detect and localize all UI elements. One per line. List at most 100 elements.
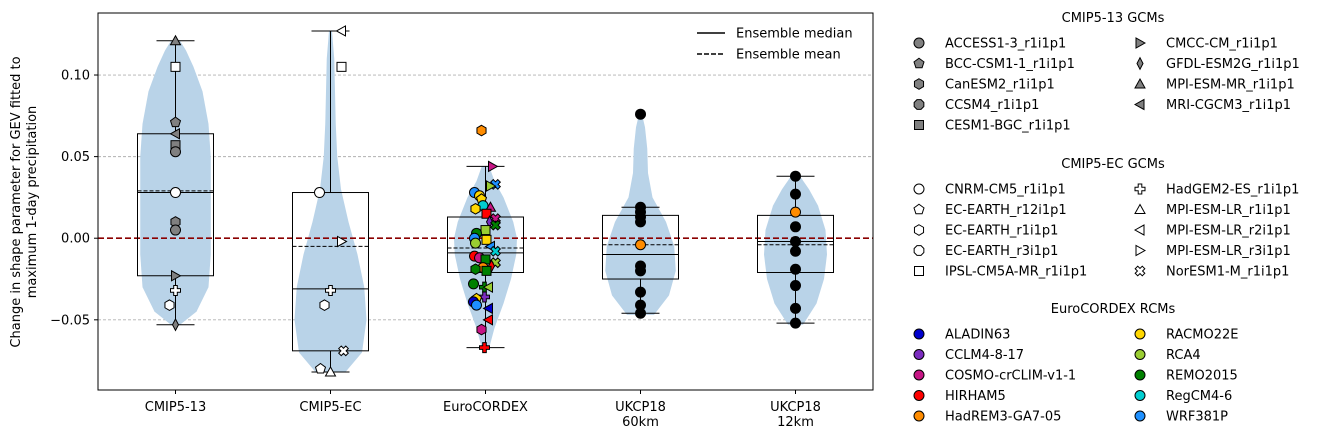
- x-tick-label-line-2: 60km: [622, 415, 659, 430]
- legend-entry-label: CCSM4_r1i1p1: [945, 98, 1039, 113]
- data-point: [635, 307, 646, 319]
- data-point: [170, 284, 181, 296]
- legend-entry-label: RACMO22E: [1166, 328, 1238, 343]
- data-point: [170, 146, 181, 158]
- legend-entry-label: HIRHAM5: [945, 389, 1006, 404]
- legend-marker: [913, 410, 925, 422]
- data-point: [164, 299, 175, 311]
- legend-marker: [1135, 37, 1147, 49]
- legend-entry-label: ALADIN63: [945, 328, 1010, 343]
- legend-entry-label: CMCC-CM_r1i1p1: [1166, 37, 1278, 52]
- legend-marker: [914, 266, 924, 276]
- legend-entry-label: HadGEM2-ES_r1i1p1: [1166, 183, 1299, 198]
- legend-marker: [913, 183, 925, 195]
- legend-entry-label: HadREM3-GA7-05: [945, 410, 1061, 425]
- data-point: [486, 180, 497, 192]
- data-point: [171, 317, 180, 332]
- legend-marker: [913, 203, 925, 215]
- legend-marker: [1133, 98, 1145, 111]
- data-point: [481, 208, 492, 219]
- legend-entry-label: CNRM-CM5_r1i1p1: [945, 183, 1066, 198]
- legend-marker: [913, 245, 925, 256]
- data-point: [479, 342, 490, 354]
- box-iqr: [292, 192, 369, 352]
- data-point: [470, 237, 481, 249]
- legend-entry-label: EC-EARTH_r12i1p1: [945, 203, 1067, 218]
- legend-entry-label: IPSL-CM5A-MR_r1i1p1: [945, 265, 1087, 280]
- data-point: [337, 235, 348, 248]
- legend-marker: [913, 37, 925, 49]
- legend-entry-label: ACCESS1-3_r1i1p1: [945, 37, 1066, 52]
- x-tick-label: UKCP18: [615, 400, 666, 415]
- x-tick-label-line-2: 12km: [777, 415, 814, 430]
- data-point: [325, 284, 336, 296]
- data-point: [790, 235, 801, 247]
- data-point: [324, 366, 337, 377]
- legend-entry-label: GFDL-ESM2G_r1i1p1: [1166, 57, 1300, 72]
- legend-entry-label: RCA4: [1166, 348, 1201, 363]
- legend-entry-label: EC-EARTH_r3i1p1: [945, 244, 1058, 259]
- y-tick-label: −0.05: [50, 313, 90, 328]
- y-axis: −0.05 0.00 0.05 0.10: [50, 69, 98, 328]
- legend-marker: [913, 328, 925, 340]
- legend-entry-label: CESM1-BGC_r1i1p1: [945, 119, 1071, 134]
- data-point: [336, 61, 347, 72]
- data-point: [169, 127, 180, 140]
- legend-entry-label: CanESM2_r1i1p1: [945, 78, 1055, 93]
- legend-group-title: CMIP5-13 GCMs: [1062, 11, 1165, 26]
- x-tick-label: CMIP5-EC: [299, 400, 361, 415]
- legend-entry-label: MPI-ESM-LR_r2i1p1: [1166, 224, 1291, 239]
- legend-group-1: CMIP5-EC GCMs CNRM-CM5_r1i1p1 EC-EARTH_r12…: [913, 157, 1299, 280]
- data-point: [314, 362, 327, 374]
- legend-entry-label: RegCM4-6: [1166, 389, 1232, 404]
- y-tick-label: 0.05: [61, 150, 90, 165]
- legend-marker: [1133, 224, 1145, 236]
- data-point: [790, 221, 801, 233]
- legend-marker: [1134, 410, 1146, 422]
- data-point: [790, 245, 801, 257]
- data-point: [790, 302, 801, 314]
- data-point: [169, 34, 182, 46]
- legend-entry-label: REMO2015: [1166, 369, 1238, 384]
- data-point: [170, 224, 181, 236]
- data-point: [489, 219, 502, 231]
- data-point: [471, 299, 482, 311]
- data-point: [635, 108, 646, 120]
- legend-entry-label: EC-EARTH_r1i1p1: [945, 224, 1058, 239]
- legend-marker: [913, 349, 925, 360]
- data-point: [635, 239, 646, 251]
- legend-marker: [1134, 328, 1146, 340]
- legend-entry-label: BCC-CSM1-1_r1i1p1: [945, 57, 1075, 72]
- x-axis: CMIP5-13 CMIP5-EC EuroCORDEX UKCP1860kmUKCP…: [145, 390, 821, 430]
- data-point: [635, 286, 646, 298]
- data-point: [481, 265, 492, 276]
- y-axis-label-line-1: Change in shape parameter for GEV fitted…: [9, 56, 24, 347]
- y-axis-label-line-2: maximum 1-day precipitation: [25, 106, 40, 299]
- legend-marker: [1134, 265, 1146, 277]
- legend-group-title: CMIP5-EC GCMs: [1061, 157, 1165, 172]
- data-point: [337, 345, 350, 357]
- legend-entry-label: MRI-CGCM3_r1i1p1: [1166, 98, 1291, 113]
- x-tick-label: EuroCORDEX: [443, 400, 528, 415]
- data-point: [470, 263, 481, 276]
- legend-marker: [1134, 203, 1146, 214]
- legend-group-0: CMIP5-13 GCMs ACCESS1-3_r1i1p1 BCC-CSM1-1_…: [913, 11, 1300, 134]
- legend-marker: [1135, 244, 1147, 257]
- violins: [140, 30, 827, 373]
- legend-marker: [1134, 77, 1146, 89]
- legend-entry-label: MPI-ESM-LR_r3i1p1: [1166, 244, 1291, 259]
- data-point: [480, 225, 491, 236]
- data-point: [489, 245, 502, 257]
- legend-marker: [1134, 349, 1146, 360]
- data-point: [470, 203, 481, 215]
- legend-entry-label: NorESM1-M_r1i1p1: [1166, 265, 1289, 280]
- model-points: [164, 25, 801, 377]
- x-tick-label: UKCP18: [770, 400, 821, 415]
- data-point: [790, 317, 801, 329]
- legend-group-title: EuroCORDEX RCMs: [1051, 302, 1176, 317]
- data-point: [635, 216, 646, 228]
- legend-marker: [913, 78, 925, 90]
- legend-marker: [913, 57, 925, 69]
